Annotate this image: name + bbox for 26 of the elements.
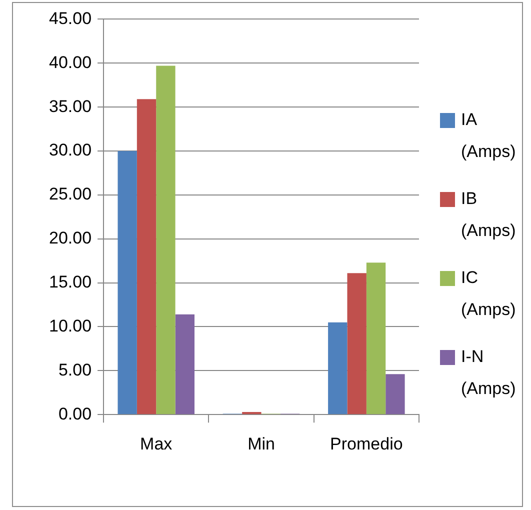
- y-tick-label: 25.00: [48, 184, 92, 204]
- legend-label: IC (Amps): [461, 267, 517, 321]
- legend-label: IA (Amps): [461, 109, 517, 163]
- legend-label: I-N (Amps): [461, 346, 517, 400]
- x-tick-label: Min: [248, 434, 275, 454]
- x-tick-label: Promedio: [330, 434, 403, 454]
- bar: [175, 314, 194, 414]
- y-tick-label: 5.00: [58, 360, 92, 380]
- bar: [242, 412, 262, 414]
- y-tick-label: 15.00: [48, 272, 92, 292]
- bar: [347, 273, 366, 414]
- y-tick-label: 0.00: [58, 404, 92, 424]
- bar: [136, 99, 156, 414]
- bar: [386, 374, 405, 414]
- x-tick-label: Max: [140, 434, 173, 454]
- legend-label: IB (Amps): [461, 188, 517, 242]
- y-tick-label: 35.00: [48, 96, 92, 116]
- bar: [366, 262, 386, 414]
- bar: [156, 66, 176, 414]
- y-tick-label: 40.00: [48, 52, 92, 72]
- bar: [328, 322, 348, 414]
- y-tick-label: 10.00: [48, 316, 92, 336]
- y-tick-label: 30.00: [48, 140, 92, 160]
- y-tick-label: 45.00: [48, 8, 92, 28]
- bar: [118, 151, 137, 414]
- y-tick-label: 20.00: [48, 228, 92, 248]
